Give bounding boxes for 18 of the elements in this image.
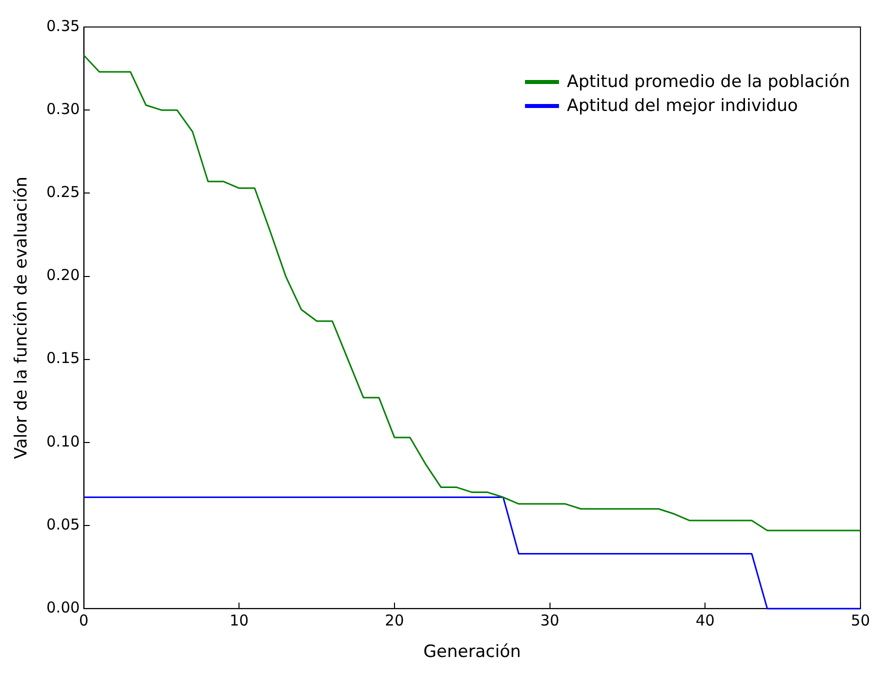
y-tick-label: 0.30: [46, 100, 80, 118]
legend-label: Aptitud del mejor individuo: [566, 96, 798, 116]
y-tick-label: 0.25: [46, 183, 80, 202]
y-tick-label: 0.35: [46, 16, 80, 35]
x-tick-label: 40: [696, 611, 715, 630]
x-tick-label: 10: [230, 611, 249, 630]
y-tick-label: 0.15: [46, 349, 80, 368]
x-tick-label: 20: [384, 611, 404, 630]
y-tick-label: 0.20: [46, 266, 80, 284]
x-tick-label: 30: [540, 611, 560, 630]
y-tick-label: 0.00: [46, 598, 80, 616]
x-axis-title: Generación: [423, 642, 521, 662]
y-tick-label: 0.10: [46, 432, 80, 450]
x-tick-label: 50: [850, 611, 870, 630]
x-tick-label: 0: [79, 611, 89, 630]
y-axis-title: Valor de la función de evaluación: [12, 176, 32, 459]
y-tick-label: 0.05: [46, 515, 80, 534]
legend-label: Aptitud promedio de la población: [566, 72, 850, 92]
